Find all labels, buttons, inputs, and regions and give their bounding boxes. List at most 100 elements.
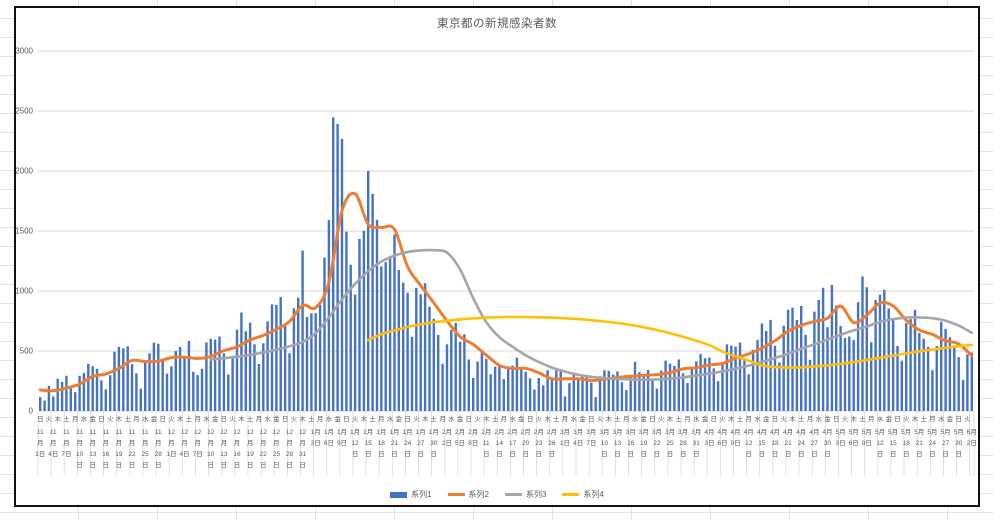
svg-text:日: 日 (260, 461, 267, 469)
svg-text:24: 24 (798, 440, 806, 447)
svg-text:1月: 1月 (416, 428, 426, 436)
svg-text:4月: 4月 (783, 428, 793, 436)
svg-text:木: 木 (850, 414, 857, 423)
svg-text:月: 月 (221, 439, 228, 447)
line-series-2 (38, 191, 974, 393)
svg-text:1500: 1500 (16, 227, 34, 236)
svg-text:30: 30 (824, 440, 832, 447)
svg-text:日: 日 (916, 450, 923, 458)
svg-text:10: 10 (207, 451, 215, 458)
svg-text:木: 木 (422, 414, 429, 423)
svg-text:金: 金 (273, 414, 280, 423)
svg-text:土: 土 (431, 414, 438, 423)
svg-text:木: 木 (361, 414, 368, 423)
svg-text:1月: 1月 (376, 428, 386, 436)
legend-item-series1[interactable]: 系列1 (390, 489, 432, 500)
svg-text:金: 金 (396, 414, 403, 423)
svg-text:日: 日 (680, 450, 687, 458)
bar-series (39, 117, 973, 412)
legend-item-series3[interactable]: 系列3 (505, 489, 546, 500)
svg-text:11: 11 (483, 440, 490, 447)
svg-text:日: 日 (221, 461, 228, 469)
legend-label-series1: 系列1 (411, 490, 432, 499)
svg-text:日: 日 (903, 450, 910, 458)
svg-text:12: 12 (286, 429, 294, 436)
svg-text:1月: 1月 (363, 428, 373, 436)
svg-text:日: 日 (103, 461, 110, 469)
svg-text:月: 月 (378, 415, 385, 423)
svg-text:月: 月 (116, 439, 123, 447)
svg-text:日: 日 (76, 461, 83, 469)
svg-text:木: 木 (54, 414, 61, 423)
svg-text:水: 水 (142, 414, 149, 423)
svg-text:25: 25 (142, 451, 150, 458)
svg-text:火: 火 (964, 416, 971, 423)
svg-text:2月: 2月 (468, 428, 478, 436)
svg-text:木: 木 (483, 414, 490, 423)
svg-text:水: 水 (632, 414, 639, 423)
svg-text:日: 日 (894, 415, 901, 423)
legend-item-series4[interactable]: 系列4 (562, 489, 604, 500)
svg-text:5月: 5月 (901, 428, 911, 436)
svg-text:月: 月 (155, 439, 162, 447)
chart-title[interactable]: 東京都の新規感染者数 (437, 18, 557, 30)
svg-text:月: 月 (807, 415, 814, 423)
svg-text:水: 水 (938, 414, 945, 423)
svg-text:土: 土 (369, 414, 376, 423)
svg-text:7日: 7日 (193, 450, 203, 458)
chart-frame[interactable]: 東京都の新規感染者数 0 500 1000 1500 2000 2500 3000 日火木土月… (14, 6, 980, 507)
svg-text:月: 月 (562, 415, 569, 423)
svg-text:9日: 9日 (731, 439, 741, 447)
svg-text:月: 月 (133, 415, 140, 423)
svg-text:4月: 4月 (796, 428, 806, 436)
svg-text:日: 日 (282, 415, 289, 423)
svg-text:月: 月 (317, 415, 324, 423)
svg-text:日: 日 (955, 450, 962, 458)
svg-text:12: 12 (260, 429, 268, 436)
svg-text:3日: 3日 (704, 439, 714, 447)
svg-text:11: 11 (116, 429, 123, 436)
legend-item-series2[interactable]: 系列2 (447, 489, 489, 500)
svg-text:3月: 3月 (560, 428, 570, 436)
svg-text:11: 11 (37, 429, 44, 436)
svg-text:27: 27 (417, 440, 425, 447)
svg-text:日: 日 (654, 450, 661, 458)
svg-text:水: 水 (754, 414, 761, 423)
svg-text:3月: 3月 (652, 428, 662, 436)
svg-text:日: 日 (798, 450, 805, 458)
svg-text:4月: 4月 (757, 428, 767, 436)
svg-text:22: 22 (653, 440, 661, 447)
svg-text:金: 金 (641, 414, 648, 423)
x-axis-weekday-labels: 日火木土月水金日火木土月水金日火木土月水金日火木土月水金日火木土月水金日火木土月… (37, 414, 971, 423)
svg-text:11: 11 (155, 429, 162, 436)
svg-text:日: 日 (649, 415, 656, 423)
svg-text:日: 日 (431, 450, 438, 458)
svg-text:金: 金 (334, 414, 341, 423)
svg-text:日: 日 (404, 450, 411, 458)
svg-text:水: 水 (815, 414, 822, 423)
svg-text:21: 21 (916, 440, 924, 447)
svg-text:火: 火 (107, 416, 114, 423)
svg-text:3月: 3月 (586, 428, 596, 436)
line-series-4 (366, 315, 974, 369)
svg-text:3月: 3月 (612, 428, 622, 436)
svg-text:水: 水 (448, 414, 455, 423)
svg-text:28: 28 (286, 451, 294, 458)
svg-text:月: 月 (234, 439, 241, 447)
svg-text:6日: 6日 (717, 439, 727, 447)
svg-text:2月: 2月 (455, 428, 465, 436)
svg-text:8日: 8日 (468, 439, 478, 447)
svg-text:月: 月 (208, 439, 215, 447)
svg-text:5月: 5月 (875, 428, 885, 436)
svg-text:金: 金 (457, 414, 464, 423)
svg-text:日: 日 (772, 415, 779, 423)
svg-text:日: 日 (522, 450, 529, 458)
svg-text:2月: 2月 (494, 428, 504, 436)
svg-text:日: 日 (693, 450, 700, 458)
svg-text:木: 木 (912, 414, 919, 423)
svg-text:16: 16 (627, 440, 635, 447)
legend-label-series3: 系列3 (526, 490, 547, 499)
x-axis-date-labels: 11月1日11月4日11月7日11月10日11月13日11月16日11月19日1… (35, 428, 977, 469)
svg-text:24: 24 (404, 440, 412, 447)
svg-text:土: 土 (308, 414, 315, 423)
